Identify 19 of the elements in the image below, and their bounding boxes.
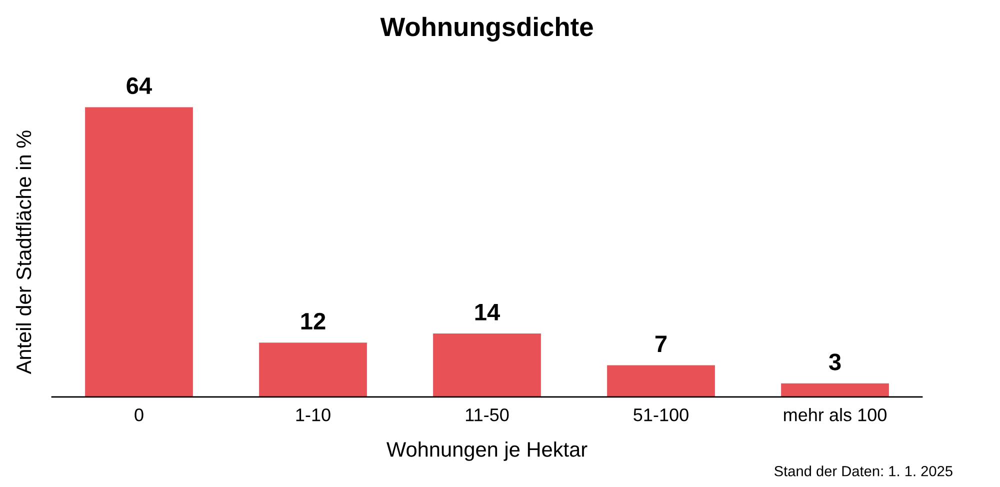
x-tick-label: mehr als 100 (784, 408, 886, 422)
x-tick-label: 11-50 (466, 408, 509, 422)
data-label: 14 (475, 304, 500, 320)
x-tick-label: 0 (134, 408, 144, 422)
data-label: 64 (126, 77, 152, 94)
x-axis-title: Wohnungen je Hektar (386, 442, 588, 461)
bar (259, 342, 367, 397)
x-tick-label: 51-100 (634, 408, 688, 422)
y-axis-title: Anteil der Stadtfläche in % (16, 130, 32, 374)
data-label: 12 (301, 312, 326, 330)
bar (607, 365, 715, 397)
data-label: 3 (828, 354, 841, 370)
data-label: 7 (655, 336, 667, 352)
bar (85, 107, 193, 397)
chart-title: Wohnungsdichte (380, 16, 593, 42)
bar (433, 334, 541, 397)
text: Stand der Daten: 1. 1. 2025 (774, 466, 952, 476)
bar (781, 383, 889, 397)
x-tick-label: 1-10 (296, 408, 330, 422)
